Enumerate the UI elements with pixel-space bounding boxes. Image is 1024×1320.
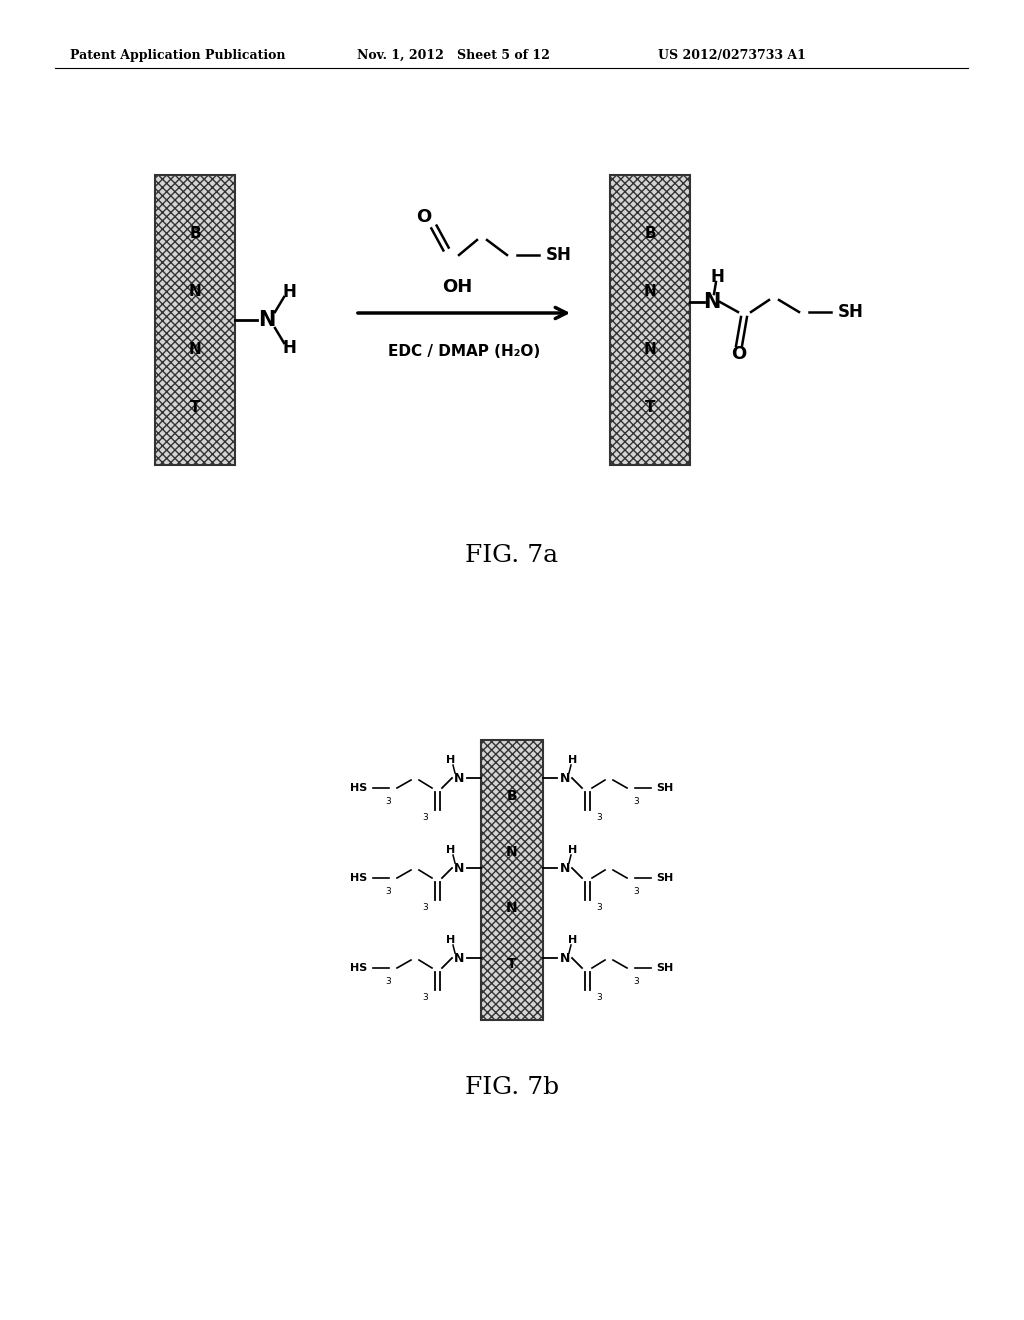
- Text: 3: 3: [633, 797, 639, 807]
- Text: HS: HS: [350, 783, 368, 793]
- Text: T: T: [645, 400, 655, 414]
- Text: O: O: [417, 209, 432, 226]
- Text: H: H: [710, 268, 724, 286]
- Text: H: H: [282, 339, 296, 356]
- Text: B: B: [189, 226, 201, 240]
- Text: OH: OH: [442, 279, 472, 296]
- Text: N: N: [454, 862, 464, 874]
- Text: 3: 3: [633, 978, 639, 986]
- Text: Patent Application Publication: Patent Application Publication: [70, 49, 286, 62]
- Text: US 2012/0273733 A1: US 2012/0273733 A1: [658, 49, 806, 62]
- Text: H: H: [568, 755, 578, 766]
- Text: 3: 3: [422, 903, 428, 912]
- Text: 3: 3: [385, 887, 391, 896]
- Text: EDC / DMAP (H₂O): EDC / DMAP (H₂O): [388, 343, 540, 359]
- Text: HS: HS: [350, 873, 368, 883]
- Text: T: T: [507, 957, 517, 972]
- Text: N: N: [560, 862, 570, 874]
- Text: N: N: [188, 284, 202, 298]
- Text: SH: SH: [656, 964, 674, 973]
- Text: N: N: [560, 771, 570, 784]
- Text: 3: 3: [385, 797, 391, 807]
- Text: SH: SH: [656, 783, 674, 793]
- Text: 3: 3: [596, 994, 602, 1002]
- Bar: [610, 176, 690, 465]
- Text: 3: 3: [596, 813, 602, 822]
- Text: B: B: [507, 789, 517, 803]
- Text: N: N: [644, 342, 656, 356]
- Text: N: N: [506, 902, 518, 915]
- Text: N: N: [258, 310, 275, 330]
- Text: N: N: [454, 952, 464, 965]
- Text: HS: HS: [350, 964, 368, 973]
- Text: 3: 3: [596, 903, 602, 912]
- Text: O: O: [731, 345, 746, 363]
- Text: 3: 3: [633, 887, 639, 896]
- Text: N: N: [454, 771, 464, 784]
- Text: FIG. 7a: FIG. 7a: [466, 544, 558, 566]
- Text: H: H: [568, 935, 578, 945]
- Bar: [481, 741, 543, 1020]
- Text: H: H: [568, 845, 578, 855]
- Text: H: H: [446, 845, 456, 855]
- Text: N: N: [703, 292, 721, 312]
- Text: 3: 3: [385, 978, 391, 986]
- Text: 3: 3: [422, 994, 428, 1002]
- Text: SH: SH: [656, 873, 674, 883]
- Text: H: H: [282, 282, 296, 301]
- Bar: [155, 176, 234, 465]
- Text: SH: SH: [838, 304, 864, 321]
- Text: 3: 3: [422, 813, 428, 822]
- Text: T: T: [189, 400, 201, 414]
- Text: H: H: [446, 755, 456, 766]
- Text: FIG. 7b: FIG. 7b: [465, 1077, 559, 1100]
- Text: Nov. 1, 2012   Sheet 5 of 12: Nov. 1, 2012 Sheet 5 of 12: [357, 49, 550, 62]
- Text: N: N: [188, 342, 202, 356]
- Text: B: B: [644, 226, 655, 240]
- Text: N: N: [560, 952, 570, 965]
- Text: SH: SH: [546, 246, 572, 264]
- Text: H: H: [446, 935, 456, 945]
- Text: N: N: [644, 284, 656, 298]
- Text: N: N: [506, 845, 518, 859]
